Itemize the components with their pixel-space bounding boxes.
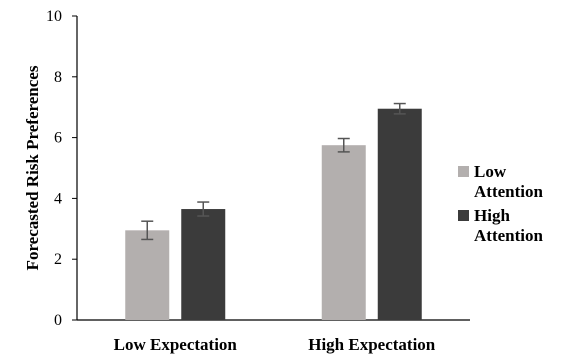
labels: 0 2 4 6 8 10 Low Expectation High Expectation (46, 8, 436, 354)
legend-swatch (458, 166, 469, 177)
y-tick-label: 8 (54, 69, 62, 86)
legend-swatch (458, 210, 469, 221)
bar-low-attention-0 (125, 230, 170, 320)
y-axis-title-group: Forecasted Risk Preferences (23, 65, 42, 270)
legend-label: Attention (474, 182, 543, 201)
legend-label: Low (474, 162, 507, 181)
x-category-label: High Expectation (308, 335, 436, 354)
legend-label: High (474, 206, 510, 225)
y-axis-title: Forecasted Risk Preferences (23, 65, 42, 270)
y-tick-label: 0 (54, 312, 62, 329)
bars (125, 108, 422, 320)
y-tick-label: 6 (54, 130, 62, 147)
x-category-label: Low Expectation (114, 335, 238, 354)
y-tick-label: 10 (46, 8, 62, 25)
bar-high-attention-0 (181, 209, 226, 320)
bar-high-attention-1 (377, 108, 422, 320)
bar-low-attention-1 (321, 145, 366, 320)
y-tick-label: 2 (54, 251, 62, 268)
legend-label: Attention (474, 226, 543, 245)
error-bars (141, 102, 406, 241)
y-tick-label: 4 (54, 190, 62, 207)
